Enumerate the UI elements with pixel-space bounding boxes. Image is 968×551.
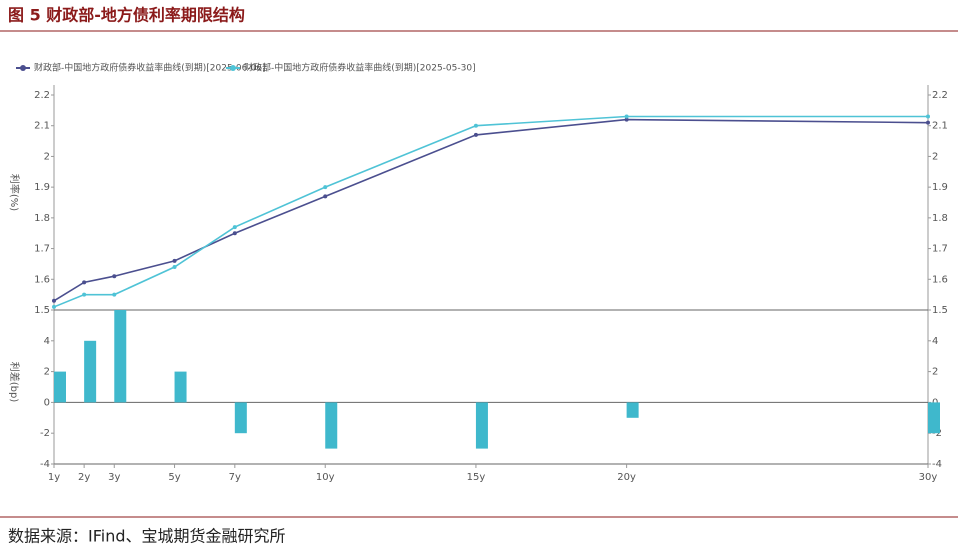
point — [323, 185, 328, 190]
x-tick-label: 3y — [108, 472, 120, 483]
y-tick-label-right: 1.7 — [932, 244, 948, 255]
y-tick-label: 1.8 — [34, 213, 50, 224]
y-tick-label-right: 1.6 — [932, 274, 948, 285]
point — [82, 292, 87, 297]
y-tick-label-right: 4 — [932, 336, 938, 347]
point — [323, 194, 328, 199]
source-note: 数据来源：IFind、宝城期货金融研究所 — [8, 527, 286, 546]
figure-title: 图 5 财政部-地方债利率期限结构 — [8, 6, 245, 25]
y-tick-label: 2 — [44, 367, 50, 378]
y-tick-label-right: 2 — [932, 151, 938, 162]
y-tick-label: 0 — [44, 397, 50, 408]
point — [52, 298, 56, 303]
x-tick-label: 30y — [919, 472, 938, 483]
point — [926, 120, 930, 125]
bar — [234, 402, 247, 434]
y-tick-label: -4 — [40, 459, 50, 470]
bar — [84, 340, 97, 403]
x-tick-label: 20y — [617, 472, 636, 483]
y-tick-label-right: -2 — [932, 428, 942, 439]
x-tick-label: 5y — [168, 472, 180, 483]
point — [112, 274, 117, 279]
point — [172, 258, 177, 263]
bar — [475, 402, 488, 449]
point — [473, 132, 478, 137]
bar — [174, 371, 187, 403]
y-tick-label: 1.5 — [34, 305, 50, 316]
point — [624, 117, 629, 122]
y-tick-label: 4 — [44, 336, 50, 347]
series-line — [53, 118, 929, 302]
bar — [928, 402, 940, 434]
y-tick-label: 1.6 — [34, 274, 50, 285]
x-tick-label: 2y — [78, 472, 90, 483]
y-tick-label-right: 1.5 — [932, 305, 948, 316]
y-tick-label: -2 — [40, 428, 50, 439]
point — [82, 280, 87, 285]
x-tick-label: 10y — [316, 472, 335, 483]
y-tick-label: 2.2 — [34, 90, 50, 101]
y-tick-label-right: -4 — [932, 459, 942, 470]
point — [926, 114, 930, 119]
y-tick-label: 2 — [44, 151, 50, 162]
y-axis-label: 利差(bp) — [8, 362, 21, 403]
legend-marker — [20, 65, 26, 71]
legend-marker — [230, 65, 236, 71]
bar — [114, 310, 127, 403]
x-tick-label: 7y — [229, 472, 241, 483]
y-tick-label-right: 1.9 — [932, 182, 948, 193]
legend-label: 财政部-中国地方政府债券收益率曲线(到期)[2025-05-30] — [244, 62, 476, 74]
x-tick-label: 1y — [48, 472, 60, 483]
point — [52, 304, 56, 309]
point — [473, 123, 478, 128]
bar — [54, 371, 66, 403]
point — [624, 114, 629, 119]
y-tick-label-right: 2.1 — [932, 121, 948, 132]
point — [232, 231, 237, 236]
y-tick-label-right: 2.2 — [932, 90, 948, 101]
bar — [325, 402, 338, 449]
y-tick-label: 2.1 — [34, 121, 50, 132]
point — [112, 292, 117, 297]
y-tick-label: 1.9 — [34, 182, 50, 193]
series-line — [53, 115, 928, 308]
bar — [626, 402, 639, 418]
point — [232, 225, 237, 230]
y-tick-label-right: 2 — [932, 367, 938, 378]
y-tick-label: 1.7 — [34, 244, 50, 255]
x-tick-label: 15y — [467, 472, 486, 483]
point — [172, 265, 177, 269]
y-axis-label: 利率(%) — [8, 174, 21, 211]
y-tick-label-right: 1.8 — [932, 213, 948, 224]
legend-label: 财政部-中国地方政府债券收益率曲线(到期)[2025-06-06] — [34, 62, 266, 74]
